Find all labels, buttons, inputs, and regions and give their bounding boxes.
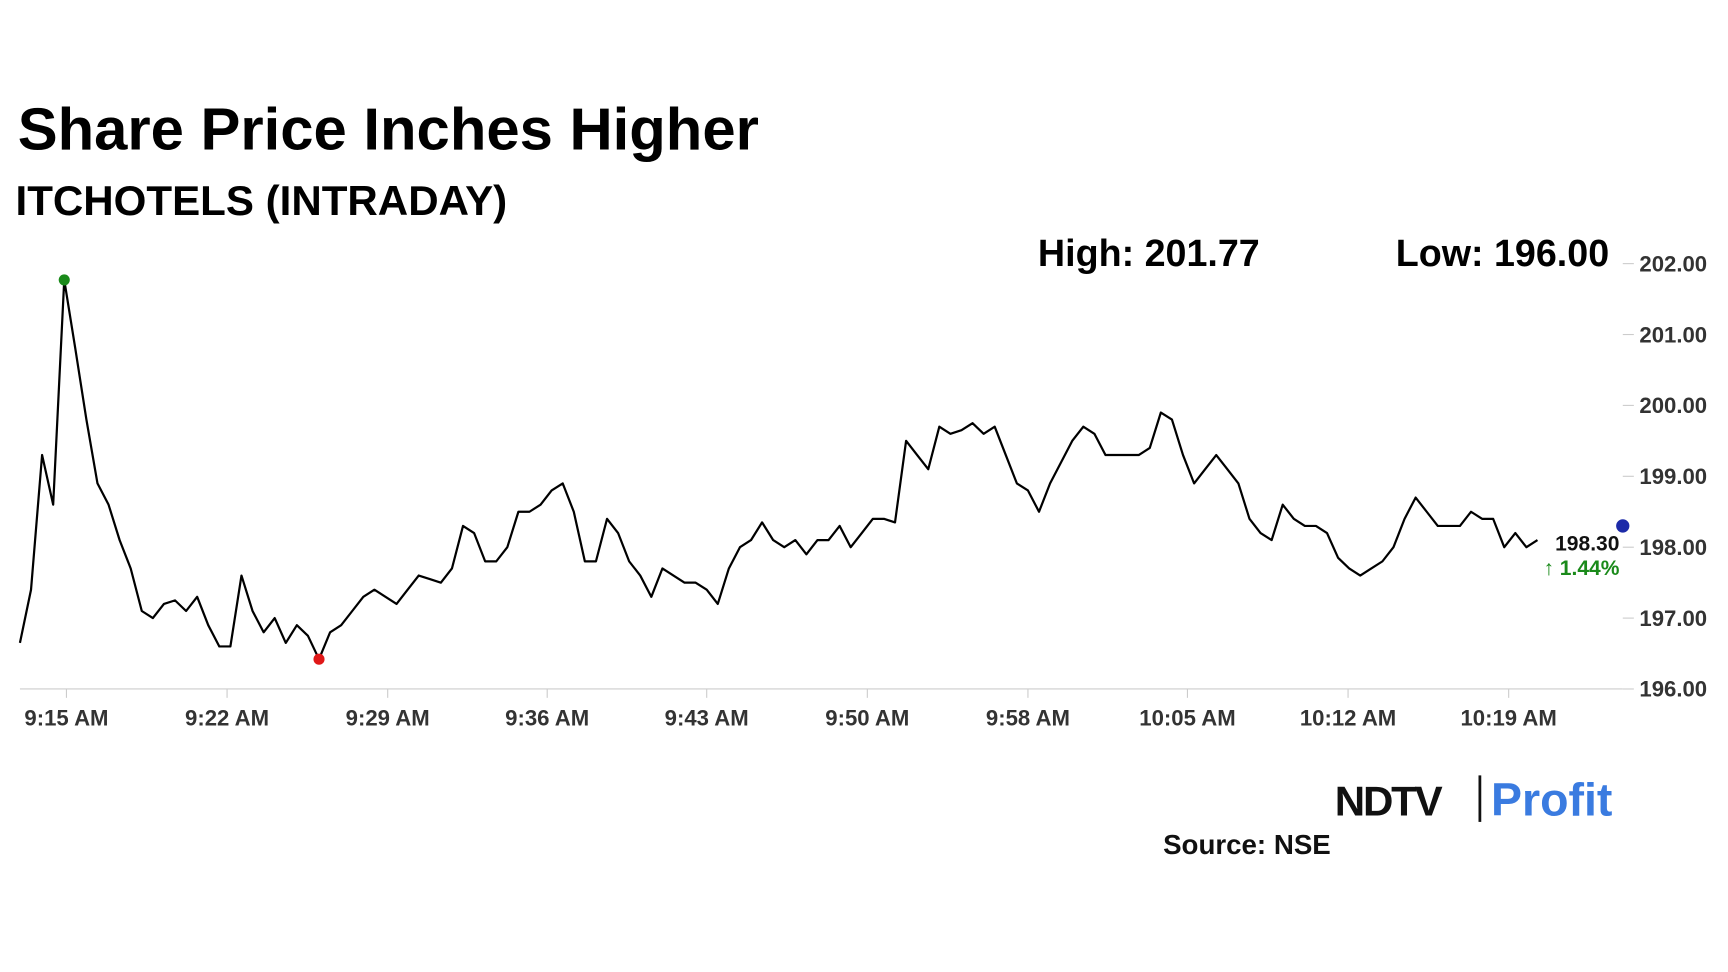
high-marker — [58, 274, 70, 286]
y-tick-label: 197.00 — [1639, 606, 1707, 631]
source: Source: NSE — [1163, 829, 1331, 860]
last-marker — [1616, 519, 1630, 533]
y-tick-label: 198.00 — [1639, 535, 1707, 560]
x-tick-label: 9:43 AM — [665, 706, 749, 731]
x-tick-label: 9:50 AM — [825, 706, 909, 731]
x-tick-label: 10:19 AM — [1460, 706, 1556, 731]
y-tick-label: 201.00 — [1639, 322, 1707, 347]
price-line — [18, 278, 1539, 661]
x-tick-label: 9:58 AM — [986, 706, 1070, 731]
last-price-label: 198.30 — [1555, 532, 1619, 555]
change-label: ↑ 1.44% — [1543, 557, 1619, 580]
x-tick-label: 9:22 AM — [185, 706, 269, 731]
x-tick-label: 9:29 AM — [346, 706, 430, 731]
x-tick-label: 9:15 AM — [24, 706, 108, 731]
y-tick-label: 196.00 — [1639, 677, 1707, 702]
logo-ndtv: NDTV — [1335, 777, 1443, 824]
y-tick-label: 200.00 — [1639, 393, 1707, 418]
x-tick-label: 10:12 AM — [1300, 706, 1396, 731]
logo-profit: Profit — [1491, 773, 1612, 825]
high-label: High: 201.77 — [1038, 232, 1260, 274]
y-tick-label: 202.00 — [1639, 251, 1707, 276]
y-tick-label: 199.00 — [1639, 464, 1707, 489]
chart-title: Share Price Inches Higher — [18, 96, 759, 163]
chart-subtitle: ITCHOTELS (INTRADAY) — [16, 177, 508, 224]
x-tick-label: 10:05 AM — [1139, 706, 1235, 731]
low-marker — [313, 653, 325, 665]
x-tick-label: 9:36 AM — [505, 706, 589, 731]
low-label: Low: 196.00 — [1396, 232, 1609, 274]
